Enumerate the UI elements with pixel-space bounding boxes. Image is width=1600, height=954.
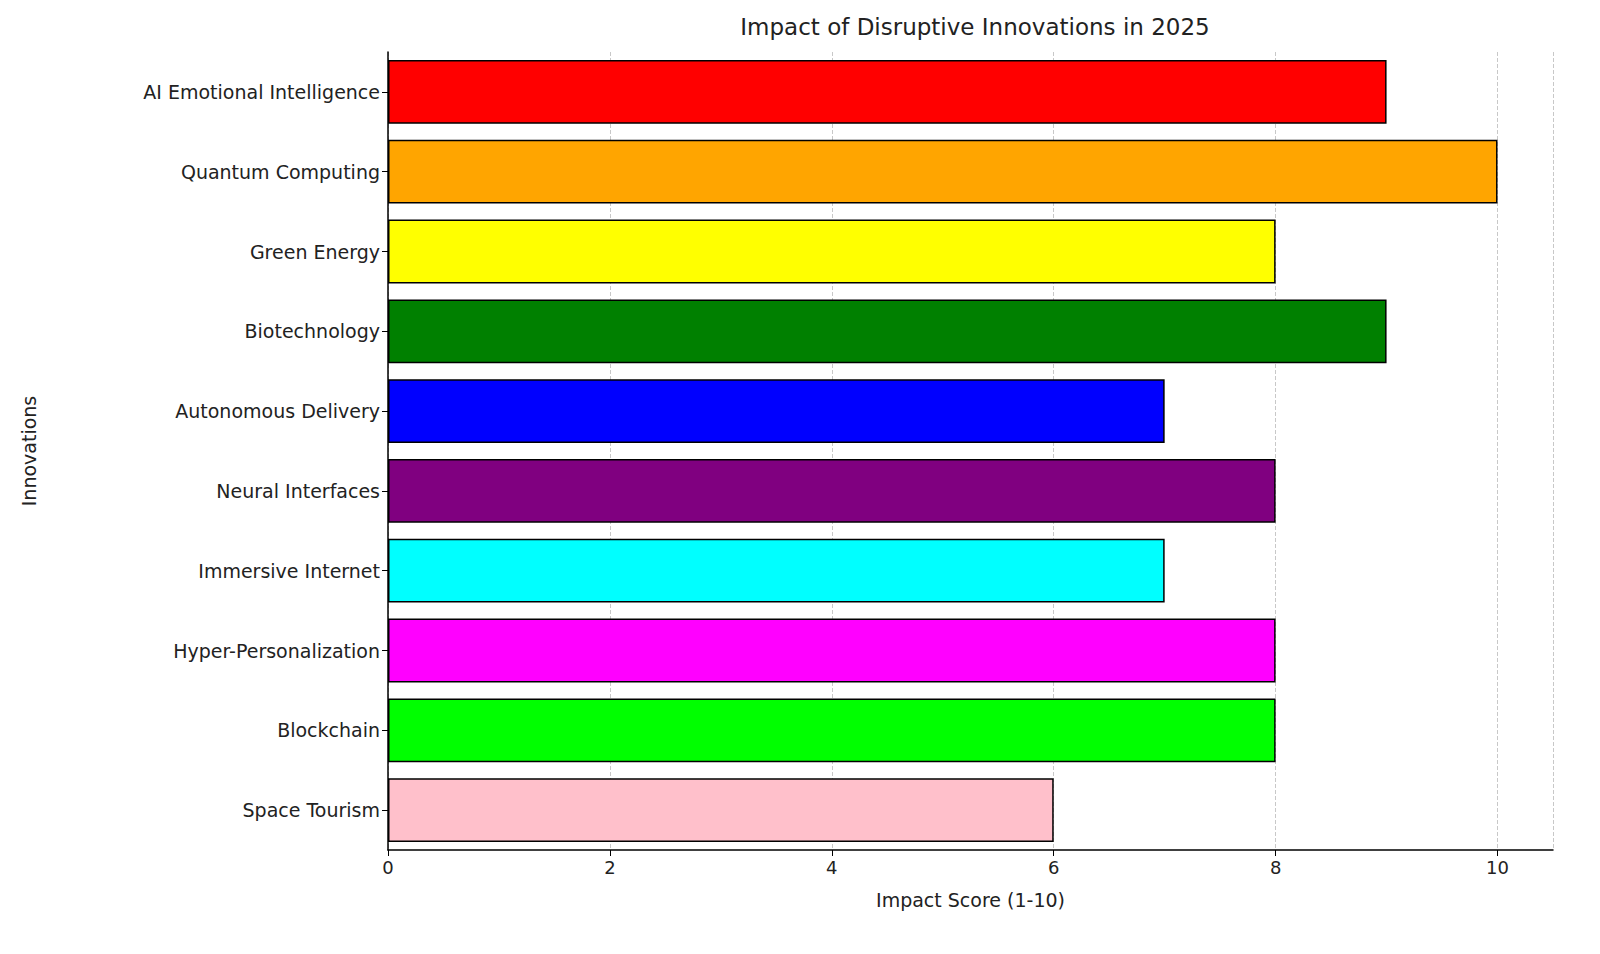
svg-text:Green Energy: Green Energy [250,241,380,263]
svg-text:8: 8 [1270,857,1281,878]
svg-text:6: 6 [1048,857,1059,878]
svg-text:Quantum Computing: Quantum Computing [181,161,380,183]
svg-text:Immersive Internet: Immersive Internet [198,560,380,582]
svg-text:0: 0 [382,857,393,878]
svg-text:AI Emotional Intelligence: AI Emotional Intelligence [143,81,380,103]
svg-text:Space Tourism: Space Tourism [243,799,380,821]
svg-text:4: 4 [826,857,837,878]
svg-text:2: 2 [604,857,615,878]
svg-text:Impact of Disruptive Innovatio: Impact of Disruptive Innovations in 2025 [740,14,1209,40]
svg-text:Autonomous Delivery: Autonomous Delivery [175,400,380,422]
svg-text:10: 10 [1486,857,1509,878]
svg-text:Blockchain: Blockchain [277,719,380,741]
svg-text:Impact Score (1-10): Impact Score (1-10) [876,889,1065,911]
svg-text:Innovations: Innovations [18,396,40,507]
svg-text:Neural Interfaces: Neural Interfaces [216,480,380,502]
svg-text:Hyper-Personalization: Hyper-Personalization [173,640,380,662]
svg-text:Biotechnology: Biotechnology [245,320,380,342]
